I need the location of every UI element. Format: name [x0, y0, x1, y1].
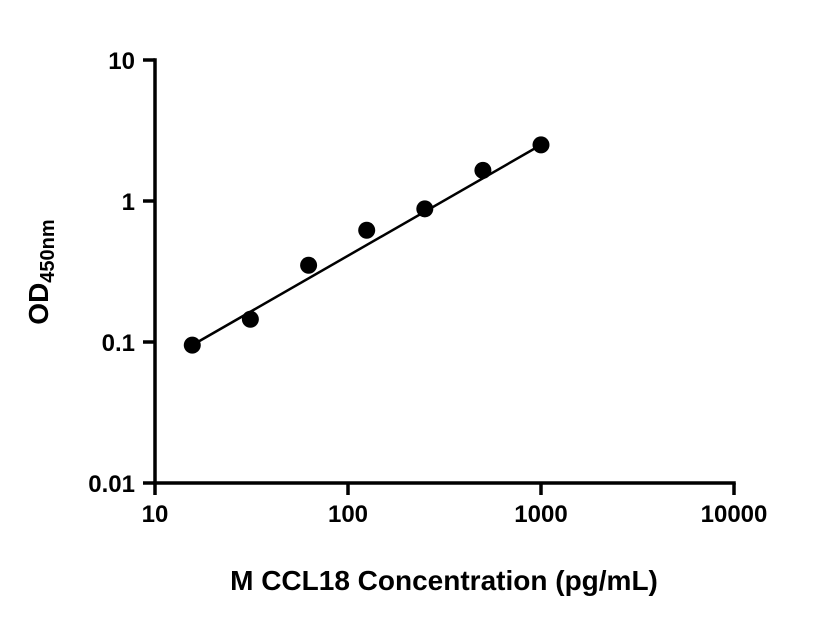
data-point: [300, 256, 318, 274]
y-axis-title-main: OD: [23, 283, 54, 325]
y-axis-tick-label: 0.1: [102, 330, 135, 357]
y-axis-title-sub: 450nm: [37, 219, 59, 282]
x-axis-tick-label: 100: [328, 501, 368, 528]
axes: [153, 58, 736, 485]
data-point: [474, 161, 492, 179]
data-point: [241, 310, 259, 328]
data-point: [416, 200, 434, 218]
data-point: [532, 136, 550, 154]
data-points-layer: [183, 136, 550, 354]
y-axis-tick-labels: 10 1 0.1 0.01: [88, 48, 135, 498]
x-axis-tick-label: 10000: [701, 501, 768, 528]
y-axis-tick-label: 1: [122, 189, 135, 216]
data-point: [183, 336, 201, 354]
y-axis-title: OD450nm: [23, 219, 59, 324]
axis-ticks: [143, 58, 736, 495]
x-axis-tick-label: 10: [142, 501, 169, 528]
y-axis-tick-label: 10: [108, 48, 135, 75]
y-axis-tick-label: 0.01: [88, 471, 135, 498]
data-point: [358, 221, 376, 239]
x-axis-title: M CCL18 Concentration (pg/mL): [230, 565, 658, 596]
x-axis-tick-labels: 10 100 1000 10000: [142, 501, 768, 528]
x-axis-tick-label: 1000: [514, 501, 567, 528]
